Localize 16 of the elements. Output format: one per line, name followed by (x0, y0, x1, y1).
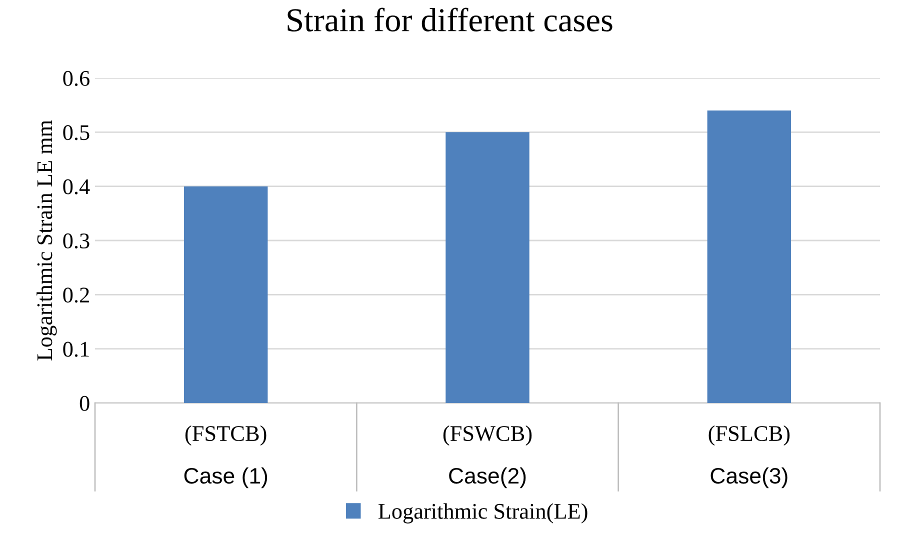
legend-label: Logarithmic Strain(LE) (378, 503, 588, 524)
y-axis-title: Logarithmic Strain LE mm (36, 120, 57, 361)
x-tick-label: (FSTCB) Case (1) (184, 425, 268, 488)
y-tick-label: 0.1 (63, 342, 89, 357)
x-tick-label: (FSWCB) Case(2) (443, 425, 532, 488)
bar (707, 110, 792, 403)
y-tick-label: 0.5 (63, 125, 90, 140)
y-tick-label: 0 (80, 396, 90, 411)
y-tick-label: 0.2 (63, 288, 89, 303)
y-tick-label: 0.4 (63, 179, 90, 194)
y-tick-label: 0.6 (63, 70, 90, 86)
chart-title: Strain for different cases (288, 8, 612, 32)
bar (446, 132, 530, 403)
y-tick-label: 0.3 (63, 233, 90, 249)
bar (184, 186, 268, 403)
x-tick-label: (FSLCB) Case(3) (708, 425, 790, 488)
